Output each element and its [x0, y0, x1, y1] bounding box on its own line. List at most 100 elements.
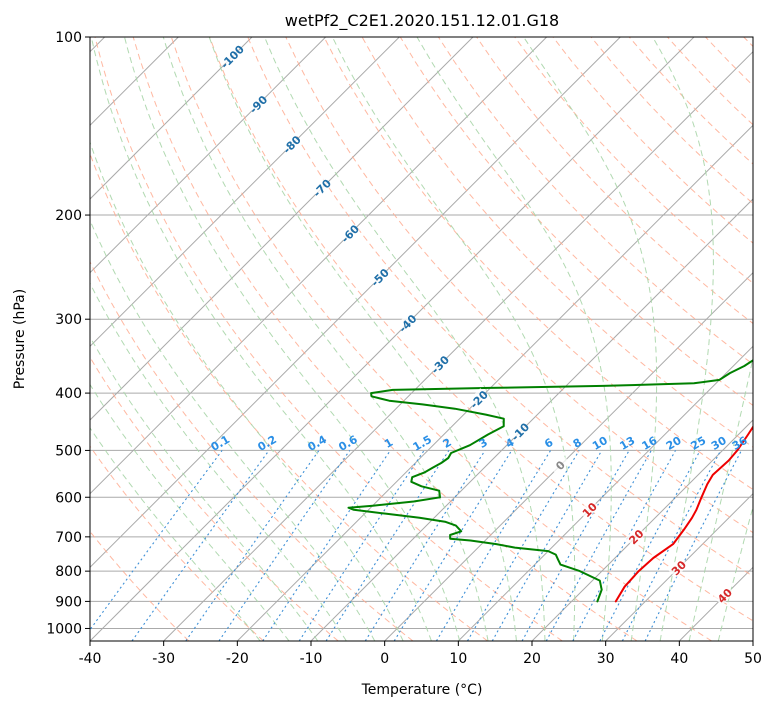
mixing-ratio-line: [298, 450, 425, 641]
isotherm-label-bg: [467, 388, 489, 410]
isotherm-label-bg: [368, 266, 390, 288]
moist-adiabat-line: [264, 37, 546, 641]
moist-adiabat-line: [523, 37, 658, 641]
isotherm-label-bg: [428, 353, 450, 375]
isotherm-line: [90, 37, 474, 421]
isotherm-line: [90, 37, 253, 200]
x-tick-label: 30: [597, 651, 615, 667]
isotherm-line: [90, 37, 621, 569]
x-tick-label: 20: [523, 651, 541, 667]
x-axis-title: Temperature (°C): [361, 682, 483, 698]
mixing-ratio-line: [599, 450, 701, 641]
mixing-ratio-line: [90, 450, 223, 631]
isotherm-label-bg: [548, 454, 571, 476]
x-tick-label: -40: [79, 651, 102, 667]
plot-border: [89, 36, 754, 642]
x-tick-label: -30: [152, 651, 175, 667]
mixing-ratio-line: [521, 450, 630, 641]
y-tick-label: 400: [55, 386, 82, 402]
x-tick-label: 50: [744, 651, 762, 667]
y-tick-label: 900: [55, 594, 82, 610]
isotherm-label-bg: [246, 93, 269, 115]
isotherm-line: [752, 640, 753, 641]
mixing-ratio-line: [545, 450, 652, 641]
moist-adiabat-line: [90, 219, 376, 641]
moist-adiabat-line: [90, 282, 347, 641]
x-tick-label: 10: [449, 651, 467, 667]
moist-adiabat-line: [90, 37, 432, 641]
mixing-ratio-line: [325, 450, 450, 641]
moist-adiabat-line: [90, 140, 404, 641]
x-tick-label: -20: [226, 651, 249, 667]
y-tick-label: 800: [55, 564, 82, 580]
series-layer: [347, 359, 753, 603]
y-tick-label: 300: [55, 312, 82, 328]
isotherm-label-bg: [624, 525, 647, 547]
chart-title: wetPf2_C2E1.2020.151.12.01.G18: [285, 11, 559, 31]
reference-lines-layer: [90, 37, 753, 641]
y-tick-label: 700: [55, 530, 82, 546]
mixing-ratio-line: [621, 450, 722, 641]
mixing-ratio-line: [572, 450, 676, 641]
mixing-ratio-line: [131, 450, 270, 641]
isotherm-label-bg: [338, 222, 360, 244]
moist-adiabat-line: [717, 505, 753, 641]
isotherm-label-bg: [667, 556, 689, 578]
isotherm-line: [384, 271, 753, 641]
mixing-ratio-line: [467, 450, 580, 641]
moist-adiabat-line: [124, 37, 461, 641]
moist-adiabat-line: [331, 37, 576, 641]
isotherm-line: [90, 37, 327, 274]
y-tick-label: 1000: [46, 621, 82, 637]
dewpoint-line: [347, 359, 753, 603]
y-axis-title: Pressure (hPa): [12, 289, 28, 389]
isotherm-line: [90, 37, 695, 641]
plot-frame: [89, 36, 754, 642]
dry-adiabat-line: [514, 37, 753, 284]
moist-adiabat-line: [688, 355, 753, 641]
mixing-ratio-line: [364, 450, 486, 641]
isotherm-label-bg: [578, 498, 600, 520]
mixing-ratio-line: [393, 450, 513, 641]
isotherm-label-bg: [508, 420, 531, 442]
isotherm-line: [90, 37, 548, 495]
moist-adiabat-line: [90, 383, 290, 641]
isotherm-label-bg: [310, 176, 332, 198]
moist-adiabat-line: [90, 426, 261, 641]
axis-layer: -40 -30 -20 -10 0 10 20 30 40 50 100 200 300 400 500 60…: [46, 30, 762, 667]
dry-adiabat-line: [94, 37, 563, 641]
isotherm-line: [457, 345, 753, 641]
x-tick-label: 0: [380, 651, 389, 667]
dry-adiabat-line: [476, 37, 753, 325]
x-tick-label: -10: [300, 651, 323, 667]
isotherm-line: [236, 124, 753, 641]
isotherm-label-bg: [396, 312, 418, 334]
moist-adiabat-line: [416, 37, 612, 641]
y-tick-label: 100: [55, 30, 82, 46]
dry-adiabat-line: [90, 445, 264, 641]
dry-adiabat-line: [323, 37, 753, 491]
dry-adiabat-line: [170, 37, 712, 641]
isotherm-label-bg: [280, 133, 302, 155]
plot-area: [90, 37, 753, 641]
mixing-ratio-line: [435, 450, 552, 641]
moist-adiabat-line: [652, 37, 714, 641]
isotherm-label-bg: [220, 45, 243, 67]
x-tick-label: 40: [670, 651, 688, 667]
moist-adiabat-line: [208, 37, 517, 641]
dry-adiabat-line: [285, 37, 753, 534]
mixing-ratio-line: [491, 450, 603, 641]
isotherm-line: [605, 492, 753, 641]
moist-adiabat-line: [162, 37, 489, 641]
plot-background: [90, 37, 753, 641]
y-tick-label: 600: [55, 490, 82, 506]
temperature-line: [614, 425, 753, 603]
y-tick-label: 500: [55, 443, 82, 459]
isotherm-line: [163, 50, 753, 641]
isotherm-line: [90, 37, 400, 348]
dry-adiabat-line: [247, 37, 753, 577]
y-tick-label: 200: [55, 208, 82, 224]
moist-adiabat-line: [90, 336, 319, 641]
dry-adiabat-line: [90, 260, 414, 641]
